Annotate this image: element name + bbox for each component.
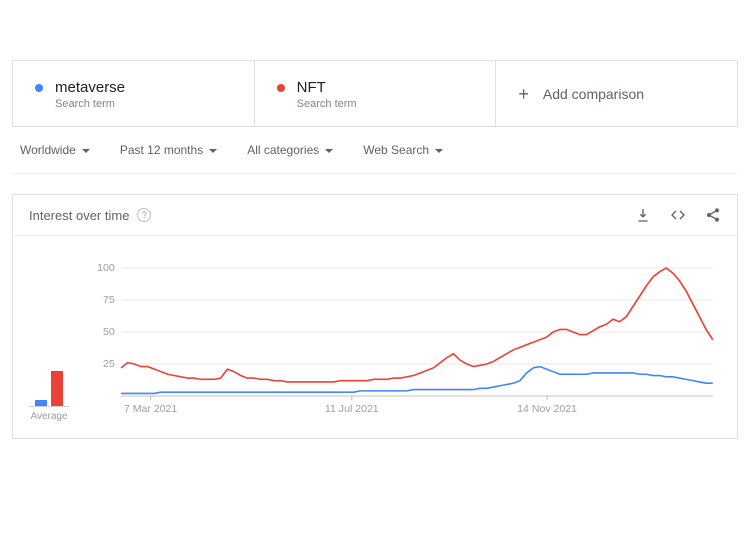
chart-body: Average 25 50 75 100 7 Mar 2021 11 Jul 2021 14… bbox=[13, 236, 737, 438]
filter-label: Past 12 months bbox=[120, 143, 203, 157]
chevron-down-icon bbox=[325, 149, 333, 153]
line-chart: 25 50 75 100 7 Mar 2021 11 Jul 2021 14 Nov 202… bbox=[83, 262, 717, 422]
svg-text:75: 75 bbox=[103, 295, 115, 306]
filter-label: Worldwide bbox=[20, 143, 76, 157]
download-icon[interactable] bbox=[635, 207, 651, 223]
svg-text:100: 100 bbox=[97, 263, 115, 274]
svg-text:11 Jul 2021: 11 Jul 2021 bbox=[325, 404, 379, 415]
embed-icon[interactable] bbox=[669, 207, 687, 223]
filter-category[interactable]: All categories bbox=[247, 143, 333, 157]
series-dot-nft bbox=[277, 84, 285, 92]
term-label: metaverse bbox=[55, 79, 125, 96]
average-bars bbox=[29, 279, 69, 407]
card-title: Interest over time bbox=[29, 208, 129, 223]
svg-text:50: 50 bbox=[103, 327, 115, 338]
add-comparison-button[interactable]: + Add comparison bbox=[496, 61, 737, 126]
filter-time[interactable]: Past 12 months bbox=[120, 143, 217, 157]
chevron-down-icon bbox=[82, 149, 90, 153]
filter-label: All categories bbox=[247, 143, 319, 157]
term-sublabel: Search term bbox=[297, 98, 357, 110]
term-sublabel: Search term bbox=[55, 98, 125, 110]
average-label: Average bbox=[30, 411, 67, 422]
plus-icon: + bbox=[518, 85, 529, 103]
chart-svg: 25 50 75 100 7 Mar 2021 11 Jul 2021 14 Nov 202… bbox=[83, 262, 717, 422]
filter-region[interactable]: Worldwide bbox=[20, 143, 90, 157]
card-header: Interest over time ? bbox=[13, 195, 737, 236]
share-icon[interactable] bbox=[705, 207, 721, 223]
filter-type[interactable]: Web Search bbox=[363, 143, 443, 157]
compare-term-1[interactable]: metaverse Search term bbox=[13, 61, 255, 126]
add-comparison-label: Add comparison bbox=[543, 86, 644, 102]
svg-text:14 Nov 2021: 14 Nov 2021 bbox=[517, 404, 577, 415]
compare-term-2[interactable]: NFT Search term bbox=[255, 61, 497, 126]
chevron-down-icon bbox=[435, 149, 443, 153]
filter-bar: Worldwide Past 12 months All categories … bbox=[12, 127, 738, 174]
svg-text:25: 25 bbox=[103, 359, 115, 370]
svg-text:7 Mar 2021: 7 Mar 2021 bbox=[124, 404, 178, 415]
chevron-down-icon bbox=[209, 149, 217, 153]
average-column: Average bbox=[21, 262, 77, 422]
help-icon[interactable]: ? bbox=[137, 208, 151, 222]
compare-row: metaverse Search term NFT Search term + … bbox=[12, 60, 738, 127]
series-dot-metaverse bbox=[35, 84, 43, 92]
term-label: NFT bbox=[297, 79, 357, 96]
filter-label: Web Search bbox=[363, 143, 429, 157]
interest-over-time-card: Interest over time ? Average bbox=[12, 194, 738, 439]
